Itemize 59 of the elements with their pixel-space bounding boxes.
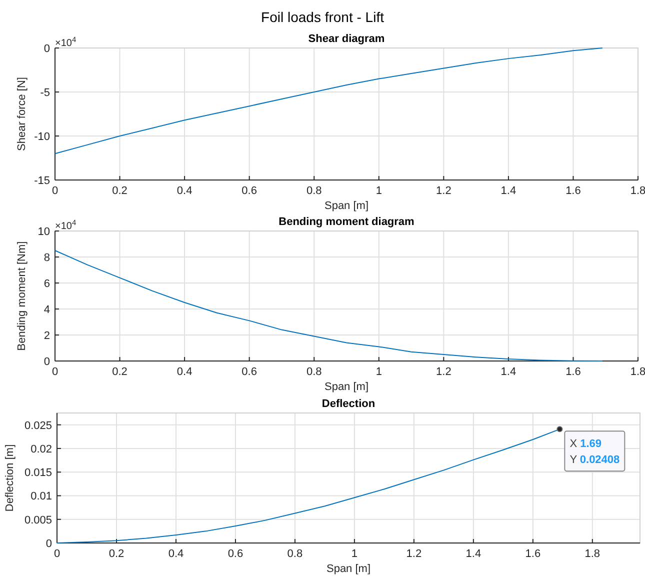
- y-tick-label: 0: [44, 356, 50, 368]
- line-series: [54, 250, 603, 362]
- x-tick-label: 0.6: [228, 548, 244, 560]
- x-tick-label: 1.2: [436, 185, 452, 197]
- x-tick-label: 1.8: [584, 548, 600, 560]
- chart-title: Bending moment diagram: [278, 216, 415, 228]
- x-tick-label: 0.2: [112, 366, 128, 378]
- x-axis-title: Span [m]: [324, 200, 369, 212]
- annotation: X 1.69 Y 0.02408: [570, 438, 620, 466]
- x-tick-label: 1.8: [630, 185, 645, 197]
- x-tick-label: 0.2: [112, 185, 128, 197]
- x-tick-label: 1.4: [500, 366, 516, 378]
- chart-title: Deflection: [322, 398, 376, 410]
- x-tick-label: 0: [54, 548, 60, 560]
- y-tick-label: 0.025: [24, 420, 52, 432]
- x-tick-label: 0.6: [242, 185, 257, 197]
- x-tick-label: 1.6: [566, 185, 581, 197]
- x-tick-label: 0.4: [168, 548, 184, 560]
- chart-title: Foil loads front - Lift: [261, 9, 384, 25]
- x-axis-title: Span [m]: [326, 563, 371, 575]
- x-tick-label: 1.4: [466, 548, 482, 560]
- y-axis-title: Bending moment [Nm]: [16, 241, 28, 351]
- y-axis-title: Deflection [m]: [4, 444, 16, 512]
- x-tick-label: 0.4: [176, 185, 192, 197]
- y-tick-label: 0: [44, 43, 50, 55]
- y-tick-label: 10: [38, 226, 50, 238]
- y-tick-label: 8: [44, 252, 50, 264]
- line-series: [54, 48, 603, 154]
- y-axis-title: Shear force [N]: [16, 77, 28, 151]
- x-tick-label: 1.2: [406, 548, 422, 560]
- x-axis-title: Span [m]: [324, 381, 369, 393]
- y-tick-label: 0.015: [24, 467, 52, 480]
- x-tick-label: 1: [351, 548, 358, 560]
- y-tick-label: -10: [34, 131, 50, 143]
- annotation: ×10$^{4}$: [55, 34, 76, 49]
- annotation: ×10$^{4}$: [55, 218, 76, 232]
- x-tick-label: 0.4: [176, 366, 192, 378]
- y-tick-label: 0.005: [24, 514, 52, 526]
- x-tick-label: 0.8: [306, 366, 322, 378]
- x-tick-label: 1.6: [566, 366, 581, 378]
- x-tick-label: 1.6: [525, 548, 541, 560]
- x-tick-label: 1.8: [630, 366, 645, 378]
- x-tick-label: 0.6: [242, 366, 257, 378]
- y-tick-label: -15: [34, 175, 50, 187]
- x-tick-label: 0.8: [306, 185, 322, 197]
- x-tick-label: 1.4: [500, 185, 516, 197]
- x-tick-label: 1: [376, 185, 382, 197]
- y-tick-label: 2: [44, 330, 50, 342]
- y-tick-label: 0: [46, 538, 52, 550]
- x-tick-label: 1.2: [436, 366, 452, 378]
- x-tick-label: 0.2: [108, 548, 124, 560]
- x-tick-label: 0.8: [287, 548, 303, 560]
- y-tick-label: 4: [44, 304, 50, 316]
- chart-subtitle: Shear diagram: [308, 33, 385, 45]
- x-tick-label: 1: [376, 366, 382, 378]
- y-tick-label: 0.02: [30, 443, 52, 456]
- y-tick-label: 6: [44, 278, 50, 290]
- y-tick-label: 0.01: [30, 490, 52, 503]
- y-tick-label: -5: [40, 87, 50, 99]
